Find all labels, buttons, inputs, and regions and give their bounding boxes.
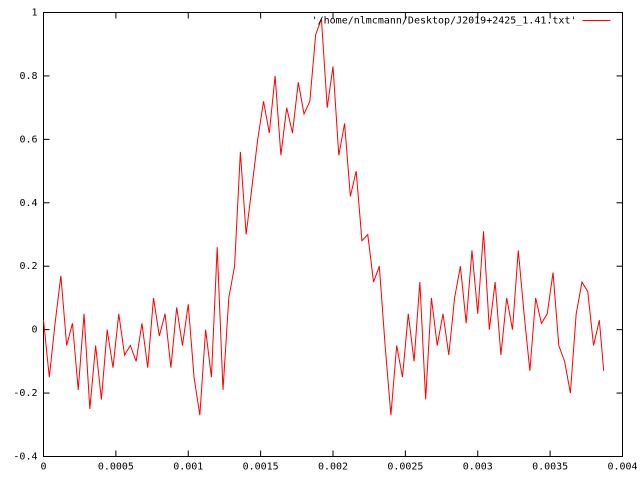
y-tick-label: 0.2	[19, 261, 37, 272]
y-tick-label: 0.8	[19, 71, 37, 82]
y-tick-label: 0.6	[19, 134, 37, 145]
y-tick-label: 0	[31, 325, 37, 336]
x-tick-label: 0	[40, 462, 46, 473]
x-tick-label: 0.0005	[98, 462, 134, 473]
plot-border	[43, 12, 623, 457]
x-tick-label: 0.002	[318, 462, 348, 473]
x-tick-label: 0.003	[463, 462, 493, 473]
x-tick-label: 0.0025	[387, 462, 423, 473]
data-line	[43, 18, 605, 416]
legend-label: '/home/nlmcmann/Desktop/J2019+2425_1.41.…	[312, 16, 577, 27]
y-tick-label: -0.4	[13, 452, 37, 463]
x-tick-label: 0.001	[173, 462, 203, 473]
y-tick-label: -0.2	[13, 388, 37, 399]
y-tick-label: 0.4	[19, 198, 37, 209]
y-tick-label: 1	[31, 8, 37, 19]
x-tick-label: 0.004	[607, 462, 637, 473]
x-tick-label: 0.0015	[243, 462, 279, 473]
x-tick-label: 0.0035	[532, 462, 568, 473]
